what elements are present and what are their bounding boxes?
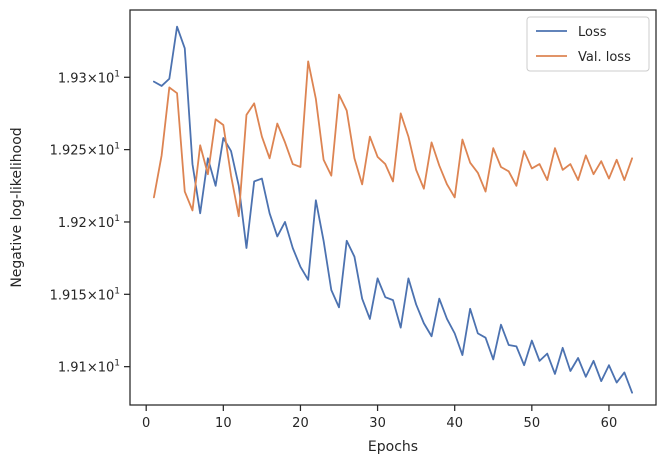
y-tick-exponent: 1	[114, 359, 120, 369]
plot-area	[129, 9, 657, 406]
x-axis-label: Epochs	[368, 439, 418, 455]
y-tick-label: 1.93×101	[58, 69, 120, 86]
y-tick-base: 10	[98, 216, 115, 231]
y-tick-mantissa: 1.91	[58, 361, 87, 376]
y-tick-base: 10	[98, 71, 115, 86]
y-tick-times: ×	[87, 361, 98, 376]
y-tick-base: 10	[98, 288, 115, 303]
y-tick-label: 1.915×101	[50, 286, 120, 303]
y-tick-mantissa: 1.93	[58, 71, 87, 86]
y-tick-base: 10	[98, 144, 115, 159]
y-tick-label: 1.91×101	[58, 359, 120, 376]
x-axis-ticks: 0 10 20 30 40 50 60	[142, 405, 617, 431]
x-tick-label: 20	[292, 416, 309, 431]
y-tick-times: ×	[87, 288, 98, 303]
legend: Loss Val. loss	[526, 16, 650, 72]
y-tick-exponent: 1	[114, 69, 120, 79]
y-tick-exponent: 1	[114, 214, 120, 224]
y-tick-label: 1.92×101	[58, 214, 120, 231]
y-tick-mantissa: 1.92	[58, 216, 87, 231]
x-tick-label: 40	[446, 416, 463, 431]
x-tick-label: 30	[369, 416, 386, 431]
y-tick-times: ×	[87, 216, 98, 231]
y-tick-times: ×	[87, 144, 98, 159]
legend-label-loss: Loss	[578, 25, 607, 40]
series-line-val-loss	[153, 60, 633, 218]
legend-label-val-loss: Val. loss	[578, 50, 631, 65]
y-tick-mantissa: 1.915	[50, 288, 87, 303]
y-axis-label: Negative log-likelihood	[9, 127, 25, 287]
y-tick-base: 10	[98, 361, 115, 376]
x-tick-label: 0	[142, 416, 150, 431]
y-tick-exponent: 1	[114, 142, 120, 152]
y-tick-times: ×	[87, 71, 98, 86]
x-tick-label: 50	[524, 416, 541, 431]
x-tick-label: 60	[601, 416, 618, 431]
y-tick-mantissa: 1.925	[50, 144, 87, 159]
series-lines	[153, 25, 633, 394]
series-line-loss	[153, 25, 633, 394]
y-axis-ticks: 1.91×1011.915×1011.92×1011.925×1011.93×1…	[50, 69, 130, 376]
x-tick-label: 10	[215, 416, 232, 431]
y-tick-exponent: 1	[114, 286, 120, 296]
y-tick-label: 1.925×101	[50, 142, 120, 159]
